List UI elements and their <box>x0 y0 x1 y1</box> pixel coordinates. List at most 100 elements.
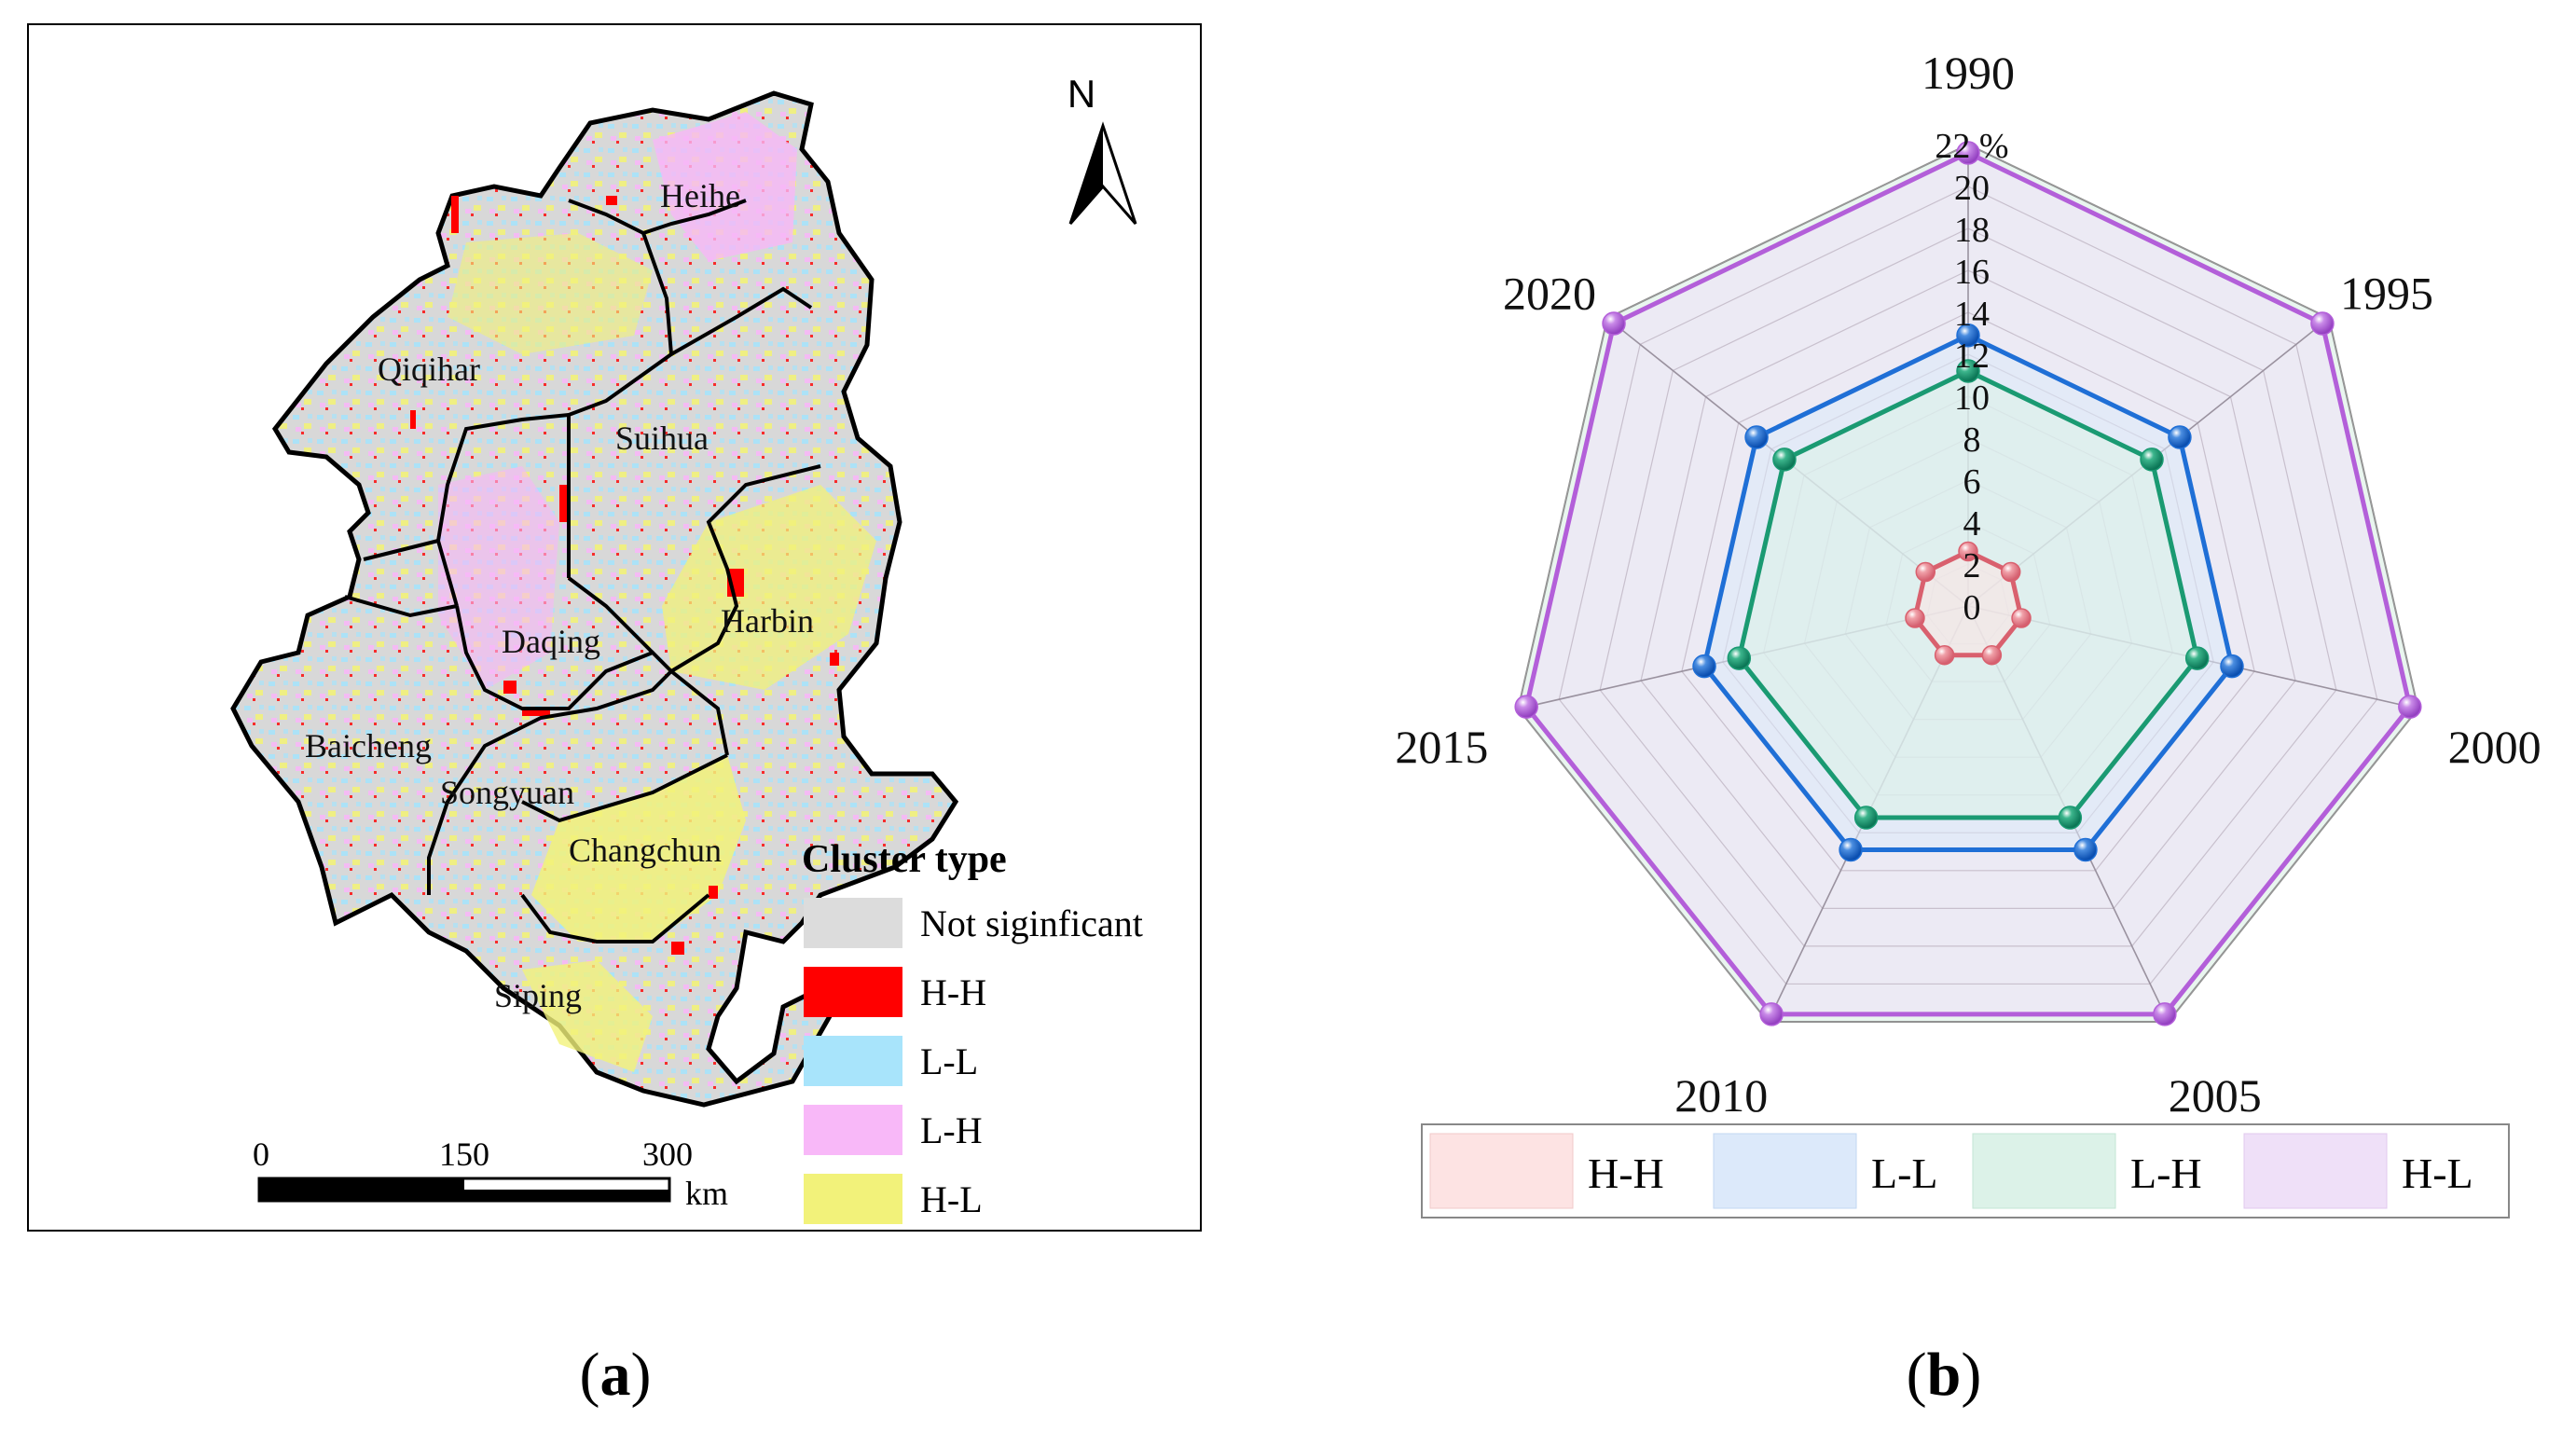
radar-legend-label-lh: L-H <box>2130 1150 2202 1197</box>
radar-point-l-h-2020 <box>1772 448 1797 472</box>
radar-point-l-l-1995 <box>2168 425 2192 449</box>
radar-point-h-h-1990 <box>1958 541 1978 562</box>
radar-point-l-l-1990 <box>1956 324 1980 348</box>
region-label-baicheng: Baicheng <box>305 727 432 764</box>
radar-point-l-l-2005 <box>2073 837 2098 862</box>
map-legend: Cluster type Not siginficant H-H L-L L-H… <box>802 838 1143 1224</box>
radar-point-h-h-1995 <box>2000 561 2021 583</box>
radar-grid-ring <box>1517 144 2419 1023</box>
radar-point-l-h-2005 <box>2058 806 2083 830</box>
radar-point-h-h-2010 <box>1934 644 1955 666</box>
study-area <box>230 90 959 1108</box>
radar-legend-swatch-hh <box>1429 1133 1574 1209</box>
map-panel: Heihe Qiqihar Suihua Daqing Harbin Baich… <box>27 23 1202 1232</box>
radar-category-label-1995: 1995 <box>2340 267 2433 319</box>
radar-tick-label: 16 <box>1954 253 1990 292</box>
radar-category-label-2000: 2000 <box>2448 721 2542 773</box>
radar-legend-label-hl: H-L <box>2402 1150 2473 1197</box>
legend-swatch-hl <box>804 1174 902 1224</box>
radar-point-h-h-2005 <box>1981 644 2003 666</box>
caption-a: (a) <box>580 1341 652 1409</box>
radar-category-label-2010: 2010 <box>1674 1069 1768 1122</box>
radar-category-label-1990: 1990 <box>1922 47 2015 99</box>
scale-unit: km <box>685 1175 728 1212</box>
north-arrow: N <box>1068 72 1137 225</box>
radar-tick-label: 22 % <box>1935 127 2008 166</box>
region-label-heihe: Heihe <box>660 177 740 214</box>
radar-tick-label: 14 <box>1954 295 1990 334</box>
radar-point-l-l-2010 <box>1839 837 1863 862</box>
radar-tick-label: 18 <box>1954 211 1990 250</box>
radar-legend: H-H L-L L-H H-L <box>1421 1123 2510 1219</box>
north-label: N <box>1068 72 1095 116</box>
region-label-siping: Siping <box>494 977 582 1014</box>
legend-label-ll: L-L <box>920 1040 978 1082</box>
region-label-harbin: Harbin <box>721 602 814 640</box>
region-label-songyuan: Songyuan <box>440 774 574 811</box>
hl-zone-siping <box>522 960 653 1072</box>
legend-label-hh: H-H <box>920 971 986 1013</box>
region-label-daqing: Daqing <box>502 623 600 660</box>
radar-point-l-l-2020 <box>1744 425 1769 449</box>
radar-point-h-l-1995 <box>2310 311 2335 336</box>
radar-tick-label: 4 <box>1963 504 1981 544</box>
radar-legend-label-hh: H-H <box>1588 1150 1664 1197</box>
legend-title: Cluster type <box>802 838 1007 881</box>
radar-point-l-l-2000 <box>2220 654 2244 679</box>
legend-label-lh: L-H <box>920 1109 983 1151</box>
radar-point-h-l-2020 <box>1602 311 1626 336</box>
legend-label-hl: H-L <box>920 1178 983 1220</box>
radar-tick-label: 6 <box>1963 462 1981 502</box>
hl-zone-qiqihar <box>448 233 653 354</box>
caption-b: (b) <box>1907 1341 1982 1409</box>
lh-zone-heihe <box>653 112 797 261</box>
radar-point-l-h-2015 <box>1727 646 1752 670</box>
radar-legend-swatch-lh <box>1972 1133 2116 1209</box>
radar-tick-label: 20 <box>1954 169 1990 208</box>
legend-swatch-ll <box>804 1036 902 1086</box>
radar-tick-label: 2 <box>1963 546 1981 585</box>
radar-category-label-2005: 2005 <box>2169 1069 2262 1122</box>
region-label-changchun: Changchun <box>569 832 722 869</box>
region-labels: Heihe Qiqihar Suihua Daqing Harbin Baich… <box>305 177 814 1014</box>
legend-swatch-lh <box>804 1105 902 1155</box>
radar-tick-label: 0 <box>1963 588 1981 627</box>
radar-legend-swatch-ll <box>1713 1133 1857 1209</box>
radar-category-label-2020: 2020 <box>1503 267 1596 319</box>
hl-zone-changchun <box>531 755 746 942</box>
radar-point-h-h-2020 <box>1915 561 1936 583</box>
legend-label-not-significant: Not siginficant <box>920 902 1143 944</box>
radar-point-h-l-2015 <box>1514 695 1538 719</box>
radar-point-h-l-2005 <box>2153 1002 2177 1026</box>
radar-category-label-2015: 2015 <box>1395 721 1488 773</box>
scale-tick-300: 300 <box>642 1136 693 1173</box>
radar-legend-swatch-hl <box>2243 1133 2388 1209</box>
radar-point-h-l-2000 <box>2398 695 2422 719</box>
legend-swatch-not-significant <box>804 898 902 948</box>
scale-tick-0: 0 <box>253 1136 269 1173</box>
radar-point-h-l-2010 <box>1759 1002 1784 1026</box>
legend-swatch-hh <box>804 967 902 1017</box>
radar-point-l-h-1990 <box>1956 359 1980 383</box>
radar-point-h-l-1990 <box>1956 141 1980 165</box>
prefecture-boundaries <box>344 199 821 943</box>
radar-point-l-h-2000 <box>2184 646 2210 670</box>
radar-series <box>1514 141 2422 1026</box>
radar-legend-label-ll: L-L <box>1871 1150 1938 1197</box>
radar-point-l-h-2010 <box>1853 806 1879 830</box>
radar-point-l-l-2015 <box>1692 654 1716 679</box>
radar-tick-label: 10 <box>1954 379 1990 418</box>
scale-tick-150: 150 <box>439 1136 489 1173</box>
radar-tick-label: 12 <box>1954 337 1990 376</box>
radar-point-h-h-2015 <box>1905 608 1925 628</box>
hh-clusters <box>410 196 839 955</box>
region-label-suihua: Suihua <box>615 420 709 457</box>
lh-zone-daqing <box>438 466 559 690</box>
scale-bar: 0 150 300 km <box>253 1136 728 1212</box>
radar-point-l-h-1995 <box>2140 448 2164 472</box>
radar-point-h-h-2000 <box>2011 608 2032 628</box>
radar-tick-label: 8 <box>1963 420 1981 460</box>
